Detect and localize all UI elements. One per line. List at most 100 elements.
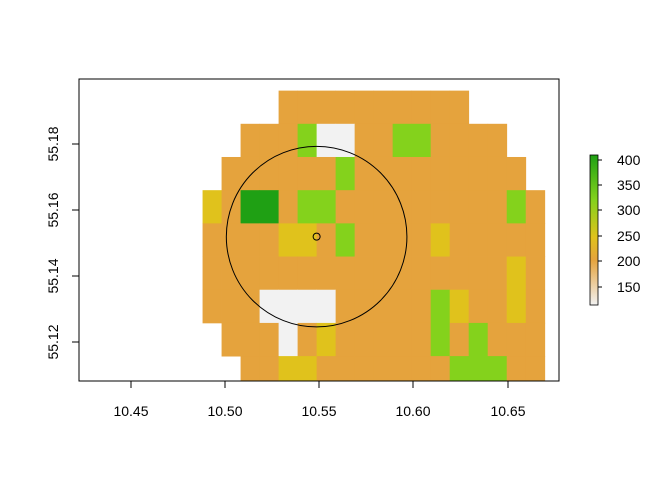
raster-cell (430, 156, 451, 191)
y-tick-label: 55.16 (45, 192, 61, 227)
raster-cell (392, 123, 413, 158)
raster-cell (335, 190, 356, 224)
raster-cell (259, 123, 280, 158)
raster-cell (392, 256, 413, 291)
raster-cell (525, 256, 546, 291)
raster-cells (202, 90, 546, 382)
raster-cell (278, 90, 299, 125)
raster-cell (373, 123, 394, 158)
raster-cell (411, 223, 432, 257)
raster-cell (449, 356, 470, 382)
raster-cell (354, 156, 375, 191)
raster-cell (221, 156, 241, 191)
buffer-circle (225, 145, 408, 328)
raster-cell (506, 256, 527, 291)
raster-cell (297, 156, 318, 191)
raster-cell (487, 322, 508, 357)
raster-cell (525, 223, 546, 257)
raster-cell (316, 256, 337, 291)
raster-cell (278, 256, 299, 291)
raster-cell (240, 289, 260, 324)
raster-cell (335, 123, 356, 158)
raster-cell (468, 289, 489, 324)
legend-tick-label: 150 (617, 279, 641, 295)
raster-cell (373, 256, 394, 291)
raster-cell (392, 356, 413, 382)
raster-cell (506, 223, 527, 257)
raster-cell (487, 289, 508, 324)
raster-cell (354, 256, 375, 291)
x-tick-label: 10.60 (395, 403, 430, 419)
y-axis: 55.18 55.16 55.14 55.12 (45, 126, 79, 360)
raster-cell (373, 356, 394, 382)
legend-tick-label: 400 (617, 152, 641, 168)
raster-cell (468, 223, 489, 257)
raster-cell (316, 322, 337, 357)
raster-cell (430, 190, 451, 224)
raster-cell (506, 289, 527, 324)
raster-cell (335, 256, 356, 291)
legend-color-bar (589, 154, 599, 306)
raster-cell (430, 356, 451, 382)
raster-cell (411, 156, 432, 191)
raster-cell (297, 223, 318, 257)
raster-cell (297, 356, 318, 382)
raster-cell (297, 123, 318, 158)
raster-cell (354, 123, 375, 158)
raster-cell (297, 289, 318, 324)
raster-cell (373, 289, 394, 324)
raster-cell (411, 289, 432, 324)
x-tick-label: 10.55 (301, 403, 336, 419)
raster-cell (430, 123, 451, 158)
raster-cell (449, 322, 470, 357)
raster-cell (335, 223, 356, 257)
raster-cell (430, 289, 451, 324)
raster-cell (240, 123, 260, 158)
raster-cell (278, 123, 299, 158)
raster-cell (335, 90, 356, 125)
raster-cell (373, 156, 394, 191)
y-tick-label: 55.14 (45, 258, 61, 293)
y-tick-label: 55.18 (45, 126, 61, 161)
raster-cell (297, 90, 318, 125)
raster-cell (411, 90, 432, 125)
raster-cell (411, 356, 432, 382)
raster-cell (221, 223, 241, 257)
raster-cell (487, 123, 508, 158)
raster-cell (240, 356, 260, 382)
raster-cell (449, 90, 470, 125)
raster-cell (430, 90, 451, 125)
raster-cell (449, 223, 470, 257)
raster-cell (240, 256, 260, 291)
raster-cell (525, 289, 546, 324)
raster-cell (468, 123, 489, 158)
raster-cell (506, 156, 527, 191)
raster-cell (316, 156, 337, 191)
raster-cell (430, 223, 451, 257)
raster-cell (240, 156, 260, 191)
legend-tick-label: 200 (617, 253, 641, 269)
raster-cell (335, 156, 356, 191)
raster-cell (278, 322, 299, 357)
raster-cell (316, 190, 337, 224)
raster-cell (278, 190, 299, 224)
raster-cell (316, 356, 337, 382)
legend-tick-label: 300 (617, 202, 641, 218)
raster-cell (335, 356, 356, 382)
raster-cell (468, 190, 489, 224)
raster-cell (259, 223, 280, 257)
raster-cell (373, 223, 394, 257)
raster-cell (430, 256, 451, 291)
x-tick-label: 10.50 (207, 403, 242, 419)
raster-cell (297, 190, 318, 224)
raster-cell (468, 156, 489, 191)
raster-cell (373, 190, 394, 224)
raster-cell (430, 322, 451, 357)
raster-cell (354, 322, 375, 357)
raster-cell (221, 256, 241, 291)
raster-cell (354, 190, 375, 224)
raster-cell (354, 356, 375, 382)
raster-cell (316, 123, 337, 158)
raster-cell (278, 356, 299, 382)
